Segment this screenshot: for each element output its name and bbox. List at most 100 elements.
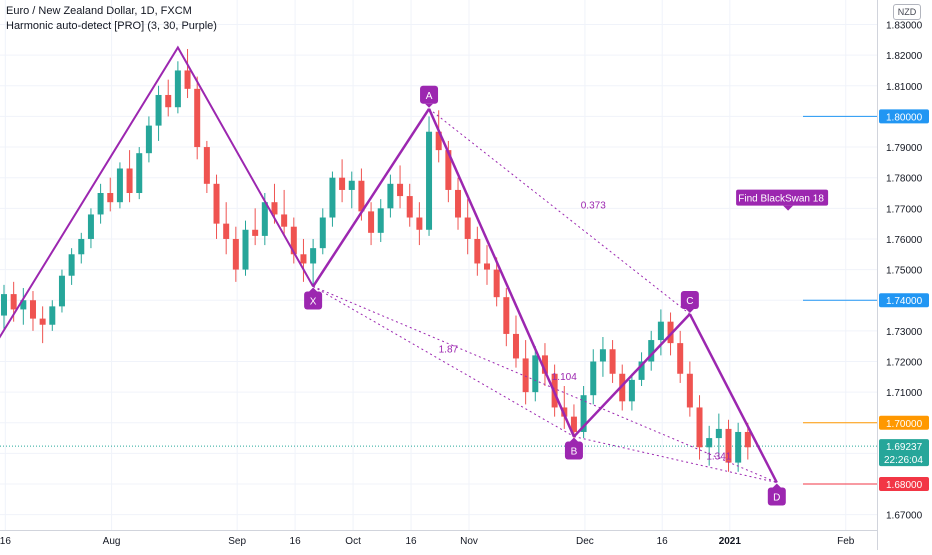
time-tick-label: Feb: [837, 536, 855, 547]
candlestick-series: [1, 49, 751, 472]
price-tick-label: 1.75000: [886, 266, 923, 277]
price-level-label: 1.70000: [886, 419, 923, 430]
candle-body: [319, 217, 326, 249]
candle-body: [174, 70, 181, 108]
candle-body: [609, 349, 616, 374]
candle-body: [194, 88, 201, 148]
candle-body: [599, 349, 606, 362]
price-axis[interactable]: 1.83000 1.82000 1.81000 1.80000 1.79000 1.780…: [877, 0, 932, 550]
candle-body: [406, 196, 413, 218]
candle-body: [455, 189, 462, 218]
ratio-label: 1.104: [552, 372, 577, 383]
price-level-badge[interactable]: [879, 415, 929, 430]
candle-body: [387, 183, 394, 209]
candle-body: [358, 180, 365, 212]
time-tick-label: 16: [290, 536, 302, 547]
candle-body: [20, 300, 27, 310]
candle-body: [145, 125, 152, 154]
candle-body: [126, 168, 133, 194]
candle-body: [136, 153, 143, 194]
candle-body: [261, 202, 268, 236]
candle-body: [580, 395, 587, 432]
ratio-label: 0.373: [581, 200, 606, 211]
candle-body: [474, 238, 481, 264]
candle-body: [223, 223, 230, 239]
callout-box[interactable]: [736, 189, 829, 206]
prior-swing-line: [0, 45, 314, 339]
last-price-badge[interactable]: [879, 439, 929, 467]
price-tick-label: 1.76000: [886, 235, 923, 246]
pivot-marker-x[interactable]: [304, 291, 323, 310]
candle-body: [290, 226, 297, 255]
ratio-connector: [428, 108, 691, 315]
pattern-leg-CD: [688, 313, 778, 484]
candle-body: [744, 431, 751, 448]
pivot-marker-pointer: [772, 483, 781, 488]
time-axis[interactable]: 16 Aug Sep 16 Oct 16 Nov Dec 16 2021 Feb: [0, 530, 877, 550]
time-tick-label: 2021: [719, 536, 742, 547]
candle-body: [686, 373, 693, 408]
candle-body: [58, 275, 65, 307]
price-tick-label: 1.71000: [886, 388, 923, 399]
candle-body: [541, 355, 548, 374]
candle-body: [512, 333, 519, 359]
candle-body: [107, 193, 114, 203]
price-tick-label: 1.67000: [886, 511, 923, 522]
candle-body: [49, 306, 56, 325]
candle-body: [329, 177, 336, 218]
price-level-badge[interactable]: [879, 293, 929, 308]
time-tick-label: 16: [657, 536, 669, 547]
candle-body: [522, 358, 529, 393]
ratio-connector: [312, 285, 777, 483]
pivot-label-a: A: [426, 91, 433, 102]
price-level-label: 1.74000: [886, 296, 923, 307]
price-level-badge[interactable]: [879, 477, 929, 492]
ratio-connector: [312, 286, 575, 437]
pivot-marker-c[interactable]: [680, 291, 699, 310]
candle-body: [619, 373, 626, 402]
candle-body: [271, 202, 278, 215]
pattern-leg-BC: [573, 313, 691, 438]
pivot-marker-a[interactable]: [420, 85, 439, 104]
pivot-label-x: X: [310, 296, 317, 307]
callout-pointer: [783, 205, 794, 211]
candle-body: [252, 229, 259, 236]
chart-legend: Euro / New Zealand Dollar, 1D, FXCM Harm…: [6, 4, 217, 34]
pivot-label-c: C: [686, 296, 693, 307]
price-tick-label: 1.72000: [886, 358, 923, 369]
candle-body: [667, 321, 674, 344]
candle-body: [281, 214, 288, 227]
candle-body: [310, 248, 317, 264]
candle-body: [29, 300, 36, 319]
candle-body: [377, 208, 384, 233]
time-tick-label: 16: [0, 536, 11, 547]
candle-body: [10, 294, 17, 310]
currency-label[interactable]: NZD: [893, 4, 921, 20]
price-tick-label: 1.73000: [886, 327, 923, 338]
candle-body: [348, 180, 355, 190]
time-tick-label: Nov: [460, 536, 478, 547]
pivot-marker-d[interactable]: [767, 487, 786, 506]
indicator-title[interactable]: Harmonic auto-detect [PRO] (3, 30, Purpl…: [6, 20, 217, 32]
candle-body: [203, 147, 210, 184]
candle-body: [648, 340, 655, 362]
price-tick-label: 1.79000: [886, 143, 923, 154]
candle-body: [165, 94, 172, 108]
price-tick-label: 1.78000: [886, 174, 923, 185]
candle-body: [435, 131, 442, 151]
candle-body: [232, 238, 239, 270]
pivot-marker-b[interactable]: [564, 441, 583, 460]
candle-body: [464, 217, 471, 239]
symbol-title[interactable]: Euro / New Zealand Dollar, 1D, FXCM: [6, 5, 192, 17]
pivot-marker-pointer: [309, 287, 318, 292]
candle-body: [677, 343, 684, 374]
price-level-badge[interactable]: [879, 109, 929, 124]
ratio-label: 1.341: [706, 452, 731, 463]
candle-body: [532, 355, 539, 393]
candle-body: [445, 150, 452, 190]
candle-body: [570, 416, 577, 432]
time-tick-label: Oct: [345, 536, 361, 547]
candle-body: [184, 70, 191, 89]
